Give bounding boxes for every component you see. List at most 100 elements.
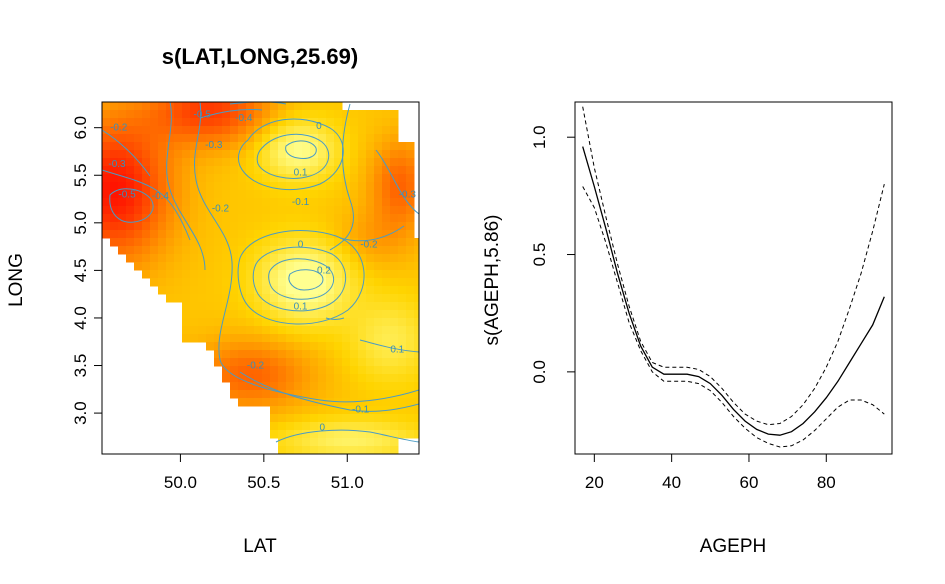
heatmap-cell bbox=[406, 358, 415, 367]
heatmap-cell bbox=[166, 198, 175, 207]
heatmap-cell bbox=[374, 182, 383, 191]
heatmap-cell bbox=[238, 222, 247, 231]
heatmap-cell bbox=[334, 134, 343, 143]
heatmap-cell bbox=[230, 254, 239, 263]
heatmap-cell bbox=[326, 254, 335, 263]
heatmap-cell bbox=[278, 406, 287, 415]
heatmap-cell bbox=[302, 294, 311, 303]
heatmap-cell bbox=[254, 270, 263, 279]
heatmap-cell bbox=[326, 406, 335, 415]
heatmap-cell bbox=[398, 358, 407, 367]
heatmap-cell bbox=[398, 342, 407, 351]
heatmap-cell bbox=[286, 262, 295, 271]
heatmap-cell bbox=[142, 254, 151, 263]
heatmap-cell bbox=[366, 230, 375, 239]
heatmap-cell bbox=[166, 262, 175, 271]
heatmap-cell bbox=[238, 102, 247, 111]
heatmap-cell bbox=[310, 246, 319, 255]
heatmap-cell bbox=[294, 414, 303, 423]
heatmap-cell bbox=[246, 118, 255, 127]
heatmap-cell bbox=[206, 278, 215, 287]
heatmap-cell bbox=[134, 182, 143, 191]
heatmap-cell bbox=[302, 158, 311, 167]
heatmap-cell bbox=[190, 302, 199, 311]
heatmap-cell bbox=[358, 150, 367, 159]
heatmap-cell bbox=[358, 406, 367, 415]
y-tick-label: 4.0 bbox=[71, 306, 90, 330]
heatmap-cell bbox=[182, 166, 191, 175]
heatmap-cell bbox=[262, 318, 271, 327]
heatmap-cell bbox=[206, 126, 215, 135]
contour-label: 0 bbox=[319, 422, 325, 433]
heatmap-cell bbox=[350, 446, 359, 454]
heatmap-cell bbox=[278, 374, 287, 383]
heatmap-cell bbox=[286, 414, 295, 423]
heatmap-cell bbox=[390, 134, 399, 143]
heatmap-cell bbox=[366, 334, 375, 343]
heatmap-cell bbox=[214, 150, 223, 159]
heatmap-cell bbox=[366, 110, 375, 119]
heatmap-cell bbox=[134, 262, 143, 271]
heatmap-cell bbox=[318, 446, 327, 454]
heatmap-cell bbox=[382, 278, 391, 287]
heatmap-cell bbox=[358, 262, 367, 271]
heatmap-cell bbox=[382, 198, 391, 207]
heatmap-cell bbox=[238, 382, 247, 391]
heatmap-cell bbox=[318, 358, 327, 367]
heatmap-cell bbox=[294, 262, 303, 271]
heatmap-cell bbox=[310, 222, 319, 231]
heatmap-cell bbox=[310, 334, 319, 343]
heatmap-cell bbox=[294, 190, 303, 199]
heatmap-cell bbox=[382, 214, 391, 223]
heatmap-cell bbox=[254, 198, 263, 207]
heatmap-cell bbox=[318, 438, 327, 447]
heatmap-cell bbox=[382, 270, 391, 279]
heatmap-cell bbox=[414, 270, 419, 279]
heatmap-cell bbox=[230, 302, 239, 311]
heatmap-cell bbox=[254, 366, 263, 375]
x-tick-label: 40 bbox=[662, 473, 681, 492]
heatmap-cell bbox=[406, 374, 415, 383]
heatmap-cell bbox=[286, 238, 295, 247]
y-tick-label: 5.0 bbox=[71, 211, 90, 235]
heatmap-cell bbox=[326, 302, 335, 311]
heatmap-cell bbox=[334, 278, 343, 287]
heatmap-cell bbox=[222, 262, 231, 271]
heatmap-cell bbox=[230, 334, 239, 343]
heatmap-cell bbox=[358, 134, 367, 143]
contour-line bbox=[229, 102, 287, 105]
heatmap-cell bbox=[238, 302, 247, 311]
heatmap-cell bbox=[206, 270, 215, 279]
heatmap-cell bbox=[286, 190, 295, 199]
heatmap-cell bbox=[238, 270, 247, 279]
heatmap-cell bbox=[190, 142, 199, 151]
heatmap-cell bbox=[246, 398, 255, 407]
heatmap-cell bbox=[246, 126, 255, 135]
y-tick-label: 0.0 bbox=[530, 360, 549, 384]
heatmap-cell bbox=[302, 254, 311, 263]
heatmap-cell bbox=[270, 222, 279, 231]
heatmap-cell bbox=[238, 198, 247, 207]
heatmap-cell bbox=[342, 446, 351, 454]
heatmap-cell bbox=[286, 150, 295, 159]
heatmap-cell bbox=[278, 438, 287, 447]
contour-line bbox=[102, 169, 191, 241]
heatmap-cell bbox=[134, 246, 143, 255]
heatmap-cell bbox=[110, 142, 119, 151]
heatmap-cell bbox=[302, 358, 311, 367]
heatmap-cell bbox=[302, 142, 311, 151]
heatmap-cell bbox=[254, 294, 263, 303]
heatmap-cell bbox=[222, 190, 231, 199]
heatmap-cell bbox=[230, 110, 239, 119]
heatmap-cell bbox=[294, 406, 303, 415]
heatmap-cell bbox=[158, 126, 167, 135]
contour-line bbox=[375, 149, 419, 215]
contour-line bbox=[275, 429, 419, 443]
heatmap-cell bbox=[190, 126, 199, 135]
heatmap-cell bbox=[166, 254, 175, 263]
heatmap-cell bbox=[246, 262, 255, 271]
heatmap-cell bbox=[278, 422, 287, 431]
heatmap-cell bbox=[334, 102, 343, 111]
heatmap-cell bbox=[230, 214, 239, 223]
heatmap-cell bbox=[334, 142, 343, 151]
